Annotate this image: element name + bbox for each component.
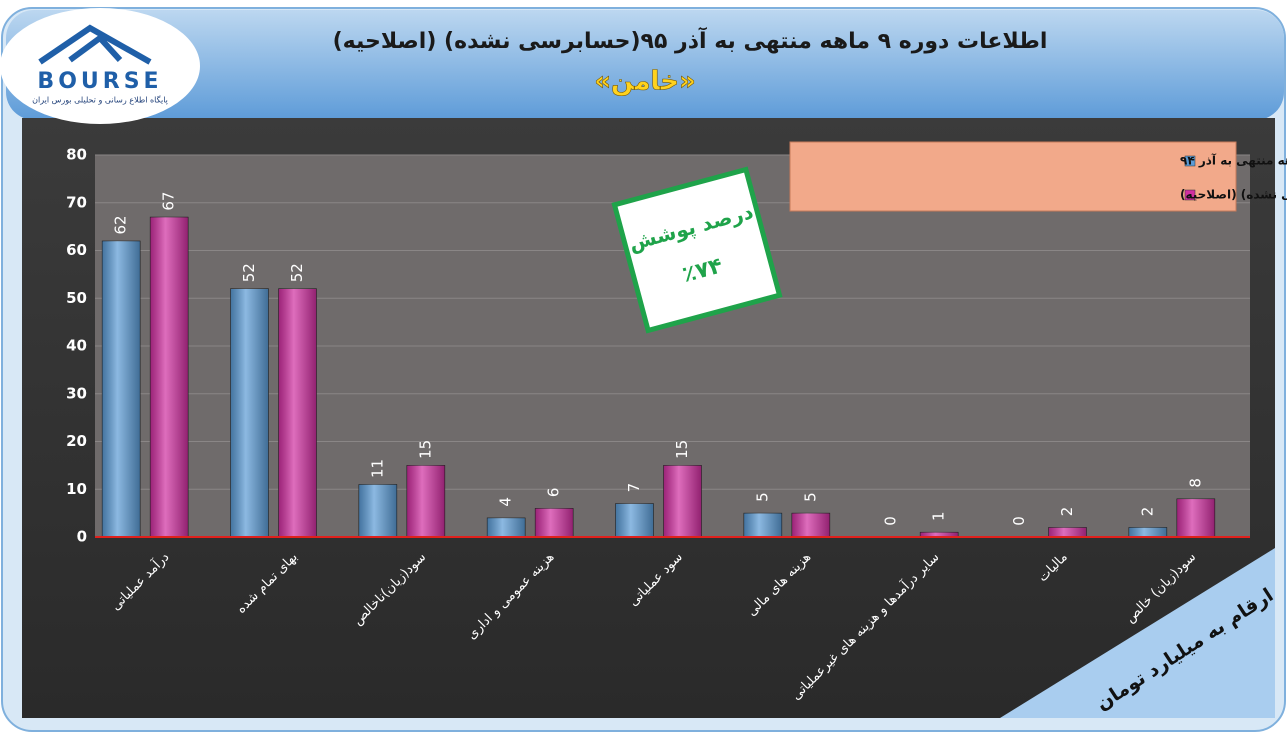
- logo-bg: [0, 8, 200, 124]
- legend-swatch: [1184, 189, 1196, 201]
- bar-shine: [535, 508, 574, 537]
- header: [6, 10, 1284, 120]
- legend-label: دوره ۹ ماهه منتهی به آذر ۹۴: [1180, 153, 1287, 169]
- y-tick-label: 80: [66, 146, 87, 164]
- value-label: 0: [1010, 516, 1028, 526]
- bar-shine: [791, 513, 830, 537]
- badge-box: [611, 166, 783, 334]
- bar-shine: [743, 513, 782, 537]
- bar-shine: [1176, 498, 1215, 537]
- y-tick-label: 30: [66, 384, 87, 402]
- logo-caption: پایگاه اطلاع رسانی و تحلیلی بورس ایران: [32, 95, 168, 105]
- bar-shine: [1048, 527, 1087, 537]
- value-label: 15: [673, 440, 691, 459]
- value-label: 4: [497, 497, 515, 507]
- legend: [789, 141, 1237, 212]
- value-label: 5: [753, 492, 771, 502]
- y-tick-label: 50: [66, 289, 87, 307]
- chart-title: اطلاعات دوره ۹ ماهه منتهی به آذر ۹۵(حساب…: [333, 26, 1048, 54]
- value-label: 6: [545, 488, 563, 498]
- bar-shine: [406, 465, 445, 537]
- badge: درصد پوشش ٪۷۴: [611, 166, 783, 334]
- bar-shine: [278, 288, 317, 537]
- value-label: 5: [801, 492, 819, 502]
- legend-swatch: [1184, 155, 1196, 167]
- y-tick-label: 60: [66, 241, 87, 259]
- logo-name: BOURSE: [37, 69, 162, 94]
- bar-shine: [1128, 527, 1167, 537]
- value-label: 1: [930, 511, 948, 521]
- value-label: 52: [288, 263, 306, 282]
- bar-shine: [102, 240, 141, 537]
- value-label: 62: [112, 215, 130, 234]
- y-tick-label: 0: [77, 528, 87, 546]
- value-label: 15: [416, 440, 434, 459]
- bar-shine: [487, 517, 526, 537]
- value-label: 8: [1186, 478, 1204, 488]
- chart-subtitle: «خامن»: [594, 67, 696, 97]
- bar-shine: [358, 484, 397, 537]
- y-tick-label: 70: [66, 193, 87, 211]
- value-label: 11: [368, 459, 386, 478]
- logo-mark: [38, 24, 152, 65]
- bar-shine: [150, 217, 189, 537]
- value-label: 67: [160, 192, 178, 211]
- value-label: 7: [625, 483, 643, 493]
- value-label: 52: [240, 263, 258, 282]
- unit-corner: [1000, 548, 1275, 718]
- legend-label: دوره ۹ ماهه منتهی به آذر ۹۵(حسابرسی نشده…: [1180, 187, 1287, 203]
- bar-shine: [663, 465, 702, 537]
- value-label: 2: [1138, 507, 1156, 517]
- value-label: 2: [1058, 507, 1076, 517]
- value-label: 0: [882, 516, 900, 526]
- y-tick-label: 40: [66, 337, 87, 355]
- y-tick-label: 10: [66, 480, 87, 498]
- bar-shine: [230, 288, 269, 537]
- y-tick-label: 20: [66, 432, 87, 450]
- bar-shine: [615, 503, 654, 537]
- bar-shine: [920, 532, 959, 537]
